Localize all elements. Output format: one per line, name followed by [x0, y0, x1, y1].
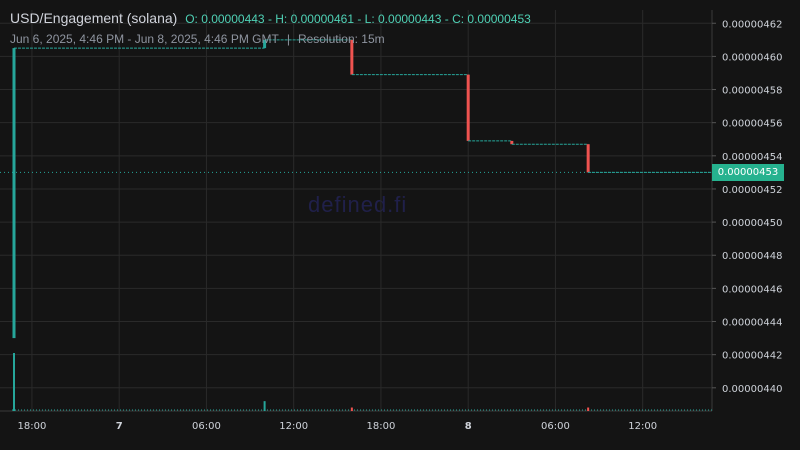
price-axis[interactable]: 0.00000462 0.00000460 0.00000458 0.00000456…: [712, 19, 782, 395]
candle-up: [263, 39, 267, 49]
candle-down: [350, 39, 354, 75]
title-row: USD/Engagement (solana) O: 0.00000443 - …: [10, 10, 531, 26]
candle-down: [510, 140, 514, 145]
candle-down: [586, 144, 590, 173]
x-tick-label: 8: [465, 421, 472, 432]
x-tick-label: 12:00: [279, 421, 308, 432]
ohlc-readout: O: 0.00000443 - H: 0.00000461 - L: 0.000…: [185, 12, 531, 26]
last-price-badge: 0.00000453: [712, 163, 784, 181]
volume-bar: [350, 407, 353, 411]
pair-title: USD/Engagement (solana): [10, 10, 178, 26]
volume-bar: [263, 401, 266, 411]
resolution-label: Resolution: 15m: [297, 32, 385, 46]
y-tick-label: 0.00000458: [722, 86, 782, 97]
y-tick-label: 0.00000444: [722, 318, 782, 329]
y-tick-label: 0.00000462: [722, 19, 782, 30]
x-tick-label: 12:00: [628, 421, 657, 432]
candle-down: [466, 74, 470, 141]
separator: |: [286, 32, 290, 46]
x-tick-label: 7: [116, 421, 123, 432]
x-tick-label: 18:00: [18, 421, 47, 432]
y-tick-label: 0.00000446: [722, 284, 782, 295]
volume-bars: [12, 353, 712, 411]
chart-header: USD/Engagement (solana) O: 0.00000443 - …: [10, 10, 531, 46]
y-tick-label: 0.00000452: [722, 185, 782, 196]
watermark: defined.fi: [308, 192, 408, 217]
x-tick-label: 18:00: [367, 421, 396, 432]
y-tick-label: 0.00000448: [722, 251, 782, 262]
x-tick-label: 06:00: [541, 421, 570, 432]
time-axis[interactable]: 18:00 7 06:00 12:00 18:00 8 06:00 12:00: [18, 421, 658, 432]
volume-bar: [587, 407, 590, 411]
y-tick-label: 0.00000456: [722, 119, 782, 130]
date-range: Jun 6, 2025, 4:46 PM - Jun 8, 2025, 4:46…: [10, 32, 279, 46]
candles: [0, 39, 712, 339]
x-tick-label: 06:00: [192, 421, 221, 432]
subtitle-row: Jun 6, 2025, 4:46 PM - Jun 8, 2025, 4:46…: [10, 32, 531, 46]
candle-up: [12, 48, 16, 339]
y-tick-label: 0.00000460: [722, 52, 782, 63]
y-tick-label: 0.00000454: [722, 152, 782, 163]
y-tick-label: 0.00000442: [722, 351, 782, 362]
y-tick-label: 0.00000440: [722, 384, 782, 395]
y-tick-label: 0.00000450: [722, 218, 782, 229]
grid: [0, 10, 713, 412]
volume-bar: [13, 353, 15, 411]
